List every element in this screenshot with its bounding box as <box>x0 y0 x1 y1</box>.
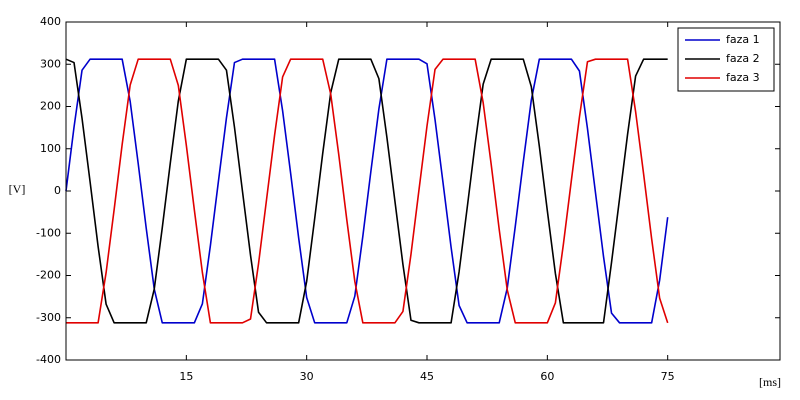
y-tick-label: 300 <box>40 57 61 70</box>
x-tick-label: 60 <box>540 370 554 383</box>
series-line <box>65 58 668 324</box>
y-tick-label: -300 <box>36 311 61 324</box>
x-tick-label: 30 <box>300 370 314 383</box>
plot-frame <box>65 21 781 361</box>
legend-label: faza 2 <box>726 52 760 65</box>
legend-label: faza 3 <box>726 71 760 84</box>
y-tick-label: 0 <box>54 184 61 197</box>
series-line <box>66 58 669 324</box>
legend-label: faza 1 <box>726 33 760 46</box>
x-axis-label: [ms] <box>759 375 781 389</box>
y-tick-label: 200 <box>40 100 61 113</box>
series-line <box>65 58 669 324</box>
y-tick-label: -100 <box>36 226 61 239</box>
x-tick-label: 45 <box>420 370 434 383</box>
legend-box <box>677 27 775 92</box>
x-tick-label: 15 <box>179 370 193 383</box>
y-tick-label: -200 <box>36 269 61 282</box>
y-axis-label: [V] <box>9 182 26 196</box>
x-tick-label: 75 <box>661 370 675 383</box>
y-tick-label: 400 <box>40 15 61 28</box>
y-tick-label: -400 <box>36 353 61 366</box>
y-tick-label: 100 <box>40 142 61 155</box>
